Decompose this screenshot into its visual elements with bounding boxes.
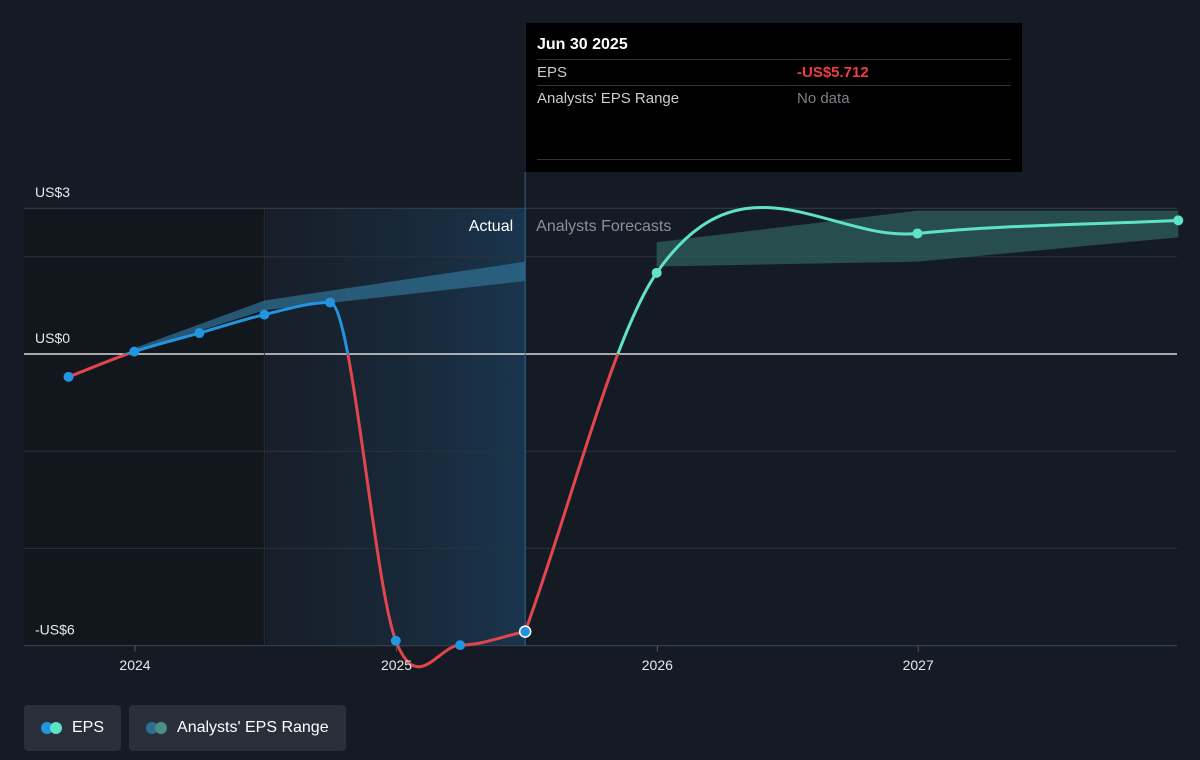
tooltip-row-eps: EPS -US$5.712 xyxy=(537,59,1011,85)
eps-legend-icon xyxy=(41,722,62,734)
y-tick-label: -US$6 xyxy=(35,622,75,638)
eps-forecast-point xyxy=(651,267,662,278)
x-tick-label: 2026 xyxy=(642,657,673,673)
eps-point xyxy=(325,297,336,308)
eps-forecast-dot-icon xyxy=(50,722,62,734)
past-background xyxy=(24,208,266,646)
tooltip: Jun 30 2025 EPS -US$5.712 Analysts' EPS … xyxy=(526,23,1022,172)
legend-label-range: Analysts' EPS Range xyxy=(177,719,329,736)
tooltip-range-label: Analysts' EPS Range xyxy=(537,90,680,107)
tooltip-range-value: No data xyxy=(797,90,850,107)
x-tick-label: 2025 xyxy=(381,657,412,673)
eps-point xyxy=(63,371,74,382)
eps-point xyxy=(390,635,401,646)
eps-forecast-line-positive xyxy=(616,205,1179,354)
x-tick-label: 2027 xyxy=(903,657,934,673)
forecast-eps-range-band xyxy=(656,210,1179,267)
eps-forecast-line-negative xyxy=(523,354,620,633)
actual-label: Actual xyxy=(469,218,513,235)
range-legend-icon xyxy=(146,722,168,734)
tooltip-divider xyxy=(537,159,1011,160)
eps-point xyxy=(194,328,205,339)
actual-eps-range-band xyxy=(134,261,526,352)
eps-line-negative xyxy=(68,354,526,669)
eps-forecast-point xyxy=(1173,215,1184,226)
legend-item-eps[interactable]: EPS xyxy=(24,705,122,751)
legend: EPS Analysts' EPS Range xyxy=(24,705,346,751)
eps-point xyxy=(129,346,140,357)
eps-point xyxy=(455,640,466,651)
y-tick-label: US$0 xyxy=(35,330,70,346)
legend-label-eps: EPS xyxy=(72,719,105,736)
tooltip-row-range: Analysts' EPS Range No data xyxy=(537,85,1011,111)
tooltip-date: Jun 30 2025 xyxy=(537,36,628,53)
forecast-range-dot-icon xyxy=(155,722,168,734)
eps-point xyxy=(518,625,532,638)
tooltip-eps-label: EPS xyxy=(537,64,568,81)
eps-forecast-point xyxy=(912,228,923,239)
forecast-label: Analysts Forecasts xyxy=(536,218,671,235)
y-tick-label: US$3 xyxy=(35,184,70,200)
legend-item-range[interactable]: Analysts' EPS Range xyxy=(129,705,346,751)
eps-point xyxy=(259,309,270,320)
tooltip-eps-value: -US$5.712 xyxy=(797,64,869,81)
x-tick-label: 2024 xyxy=(119,657,150,673)
